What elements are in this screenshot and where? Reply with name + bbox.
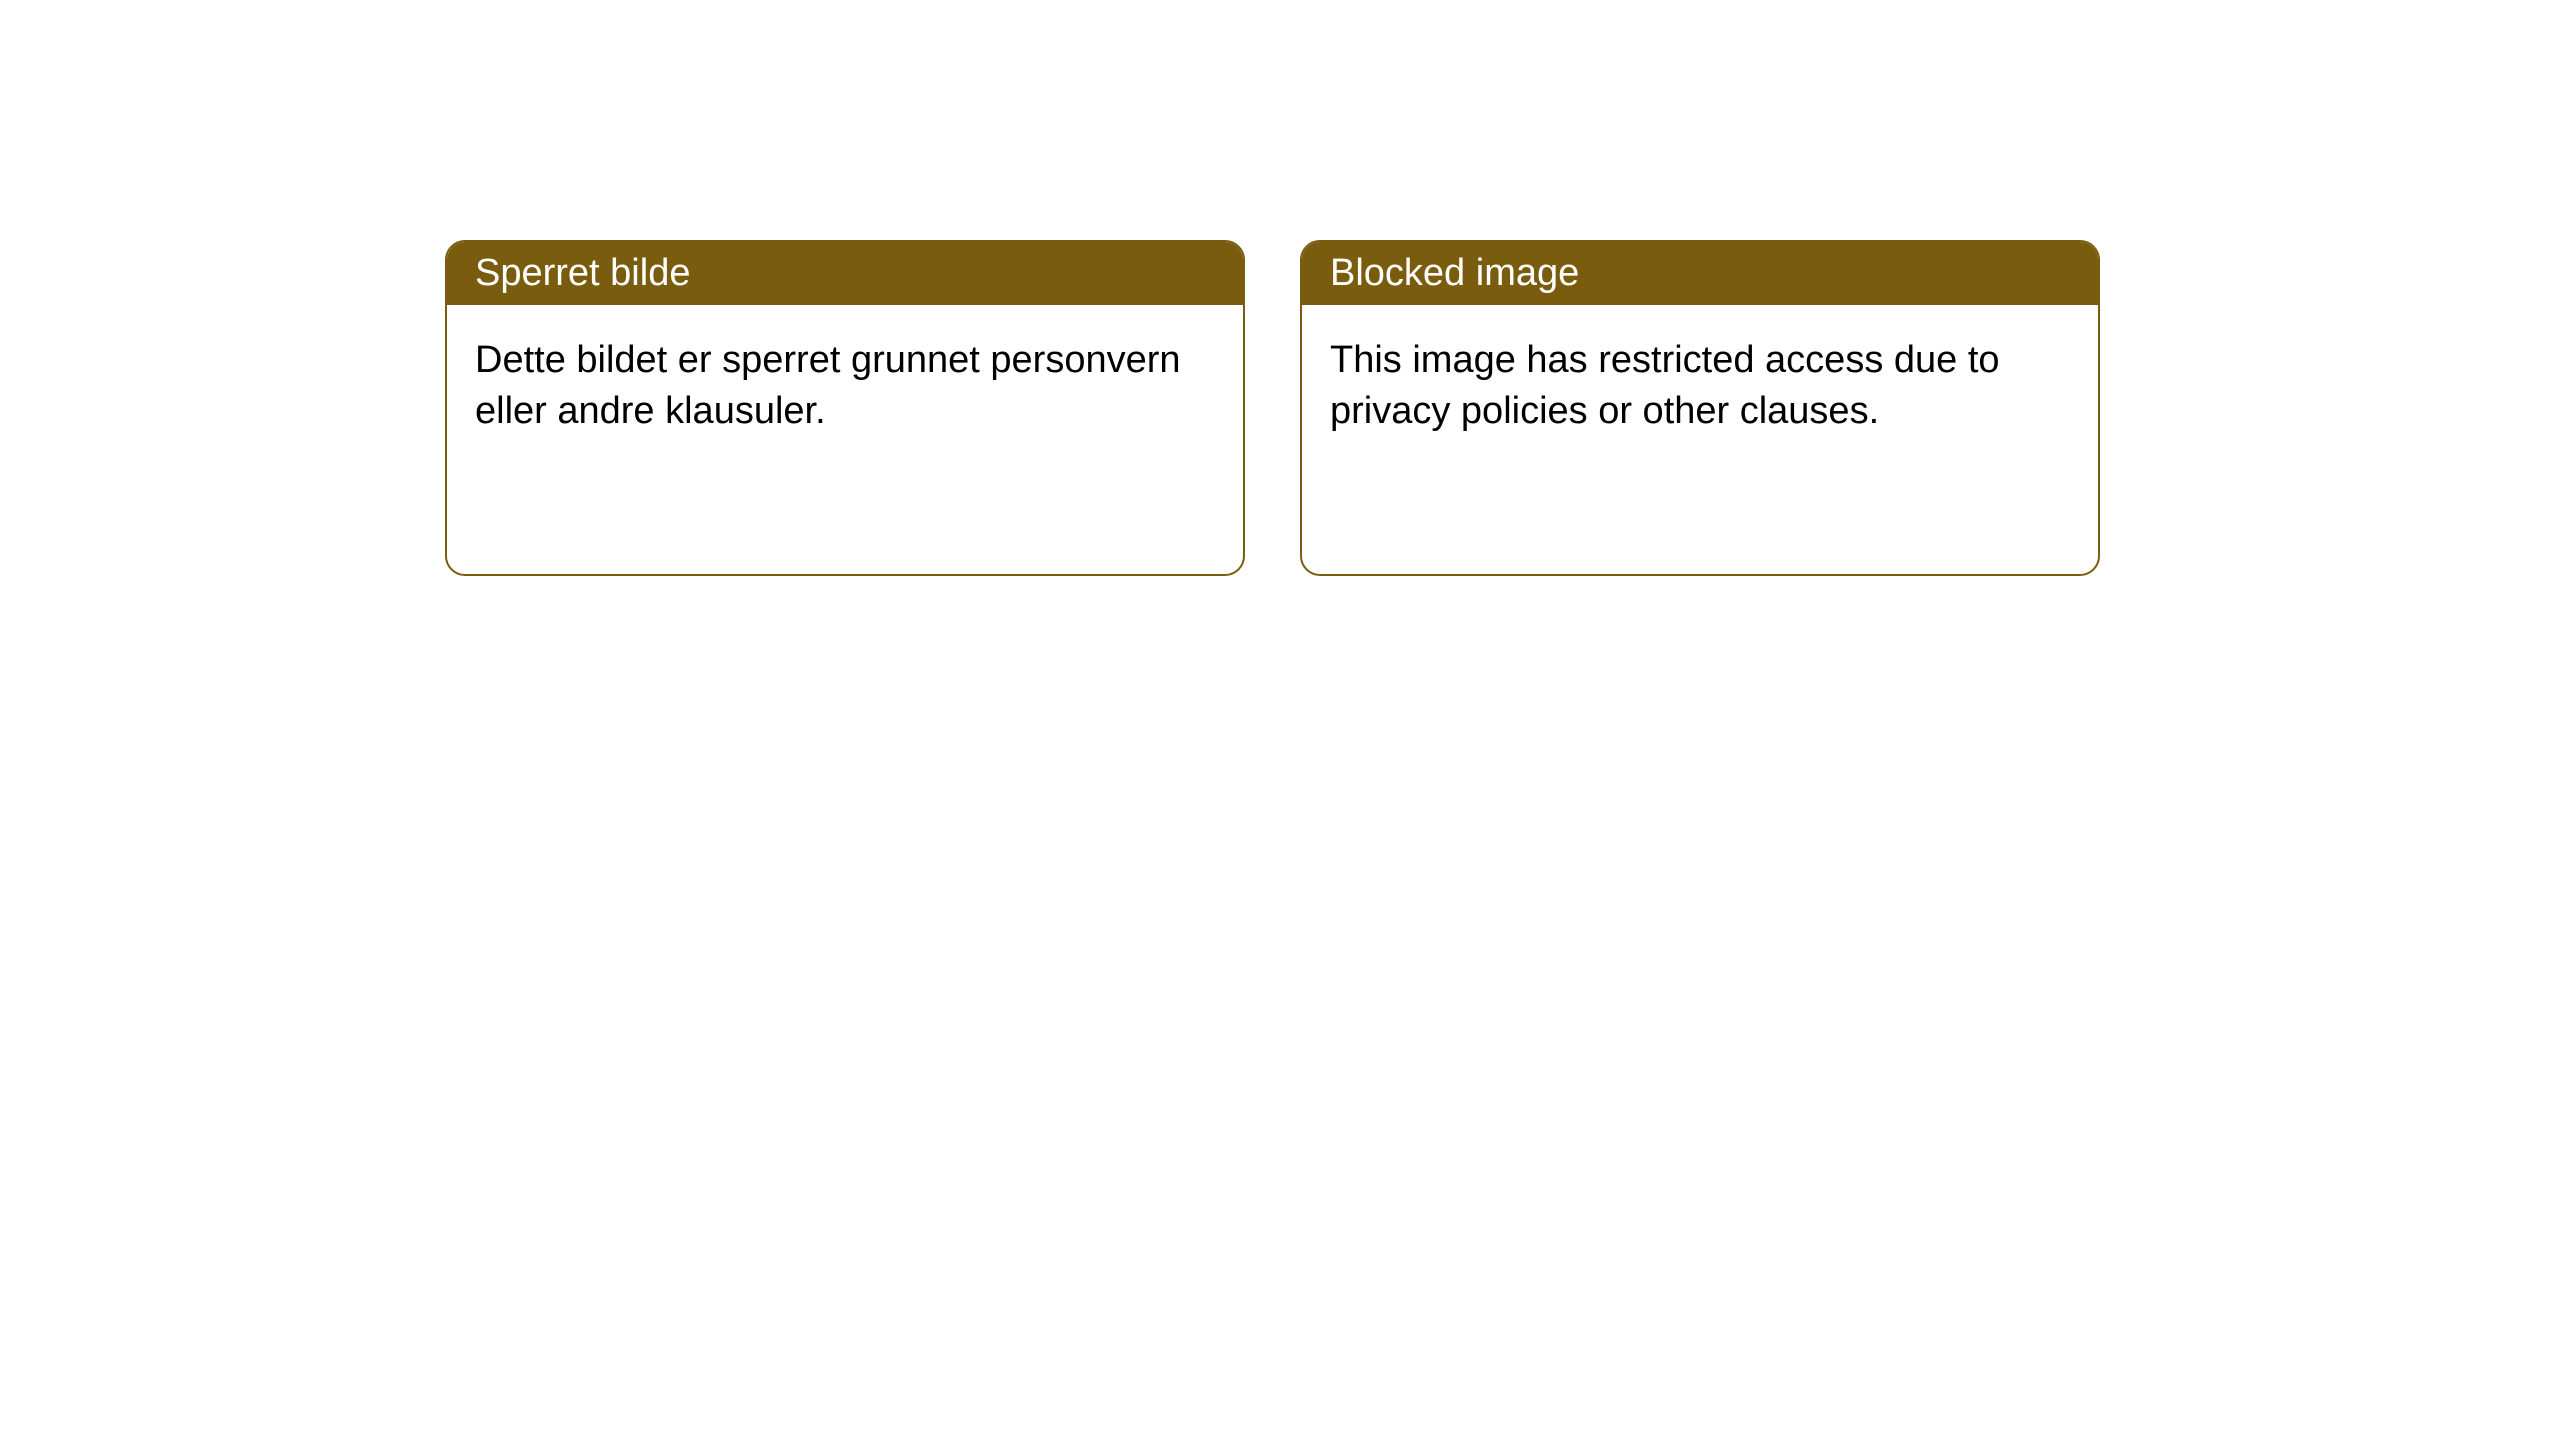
notices-container: Sperret bilde Dette bildet er sperret gr…: [0, 0, 2560, 576]
notice-box-norwegian: Sperret bilde Dette bildet er sperret gr…: [445, 240, 1245, 576]
notice-header: Blocked image: [1302, 242, 2098, 305]
notice-header: Sperret bilde: [447, 242, 1243, 305]
notice-body: Dette bildet er sperret grunnet personve…: [447, 305, 1243, 468]
notice-box-english: Blocked image This image has restricted …: [1300, 240, 2100, 576]
notice-body: This image has restricted access due to …: [1302, 305, 2098, 468]
